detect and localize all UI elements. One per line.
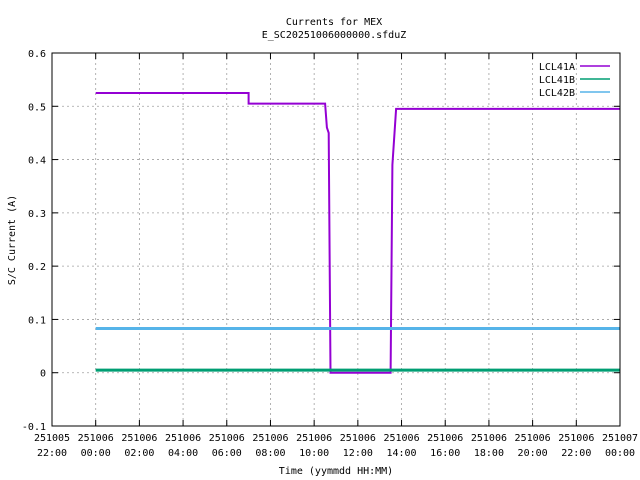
chart-subtitle: E_SC20251006000000.sfduZ [262,30,407,41]
x-tick-time-label: 02:00 [124,448,154,459]
x-axis-label: Time (yymmdd HH:MM) [279,466,393,477]
x-tick-time-label: 22:00 [37,448,67,459]
y-tick-label: 0.4 [28,156,46,167]
x-tick-date-label: 251006 [296,433,332,444]
x-tick-time-label: 22:00 [561,448,591,459]
series-lines [95,92,620,374]
x-tick-date-label: 251006 [121,433,157,444]
x-tick-time-label: 10:00 [299,448,329,459]
x-tick-time-label: 12:00 [343,448,373,459]
y-tick-label: 0.1 [28,315,46,326]
legend-label: LCL41A [539,62,575,73]
x-tick-date-label: 251005 [34,433,70,444]
x-tick-date-label: 251006 [471,433,507,444]
x-tick-time-label: 16:00 [430,448,460,459]
x-tick-time-label: 00:00 [605,448,635,459]
series-line-lcl41a [95,92,620,374]
x-tick-time-label: 08:00 [255,448,285,459]
plot-frame [51,52,621,427]
x-tick-date-label: 251006 [78,433,114,444]
y-tick-label: 0.3 [28,209,46,220]
x-tick-date-label: 251006 [165,433,201,444]
legend: LCL41A LCL41B LCL42B [539,62,610,99]
y-tick-label: 0 [40,369,46,380]
y-tick-label: -0.1 [22,422,46,433]
x-tick-date-label: 251007 [602,433,638,444]
x-tick-time-label: 20:00 [518,448,548,459]
x-tick-date-label: 251006 [558,433,594,444]
chart-title: Currents for MEX [286,17,382,28]
x-tick-date-label: 251006 [383,433,419,444]
x-tick-date-label: 251006 [427,433,463,444]
legend-label: LCL41B [539,75,575,86]
x-tick-time-label: 06:00 [212,448,242,459]
y-tick-label: 0.6 [28,49,46,60]
axis-ticks: -0.1 0 0.1 0.2 0.3 0.4 0.5 0.6 251005 22:00 251006… [22,49,638,459]
x-tick-time-label: 04:00 [168,448,198,459]
x-tick-date-label: 251006 [515,433,551,444]
x-tick-date-label: 251006 [340,433,376,444]
x-tick-time-label: 18:00 [474,448,504,459]
x-tick-time-label: 14:00 [386,448,416,459]
legend-label: LCL42B [539,88,575,99]
y-tick-label: 0.2 [28,262,46,273]
y-axis-label: S/C Current (A) [7,195,18,285]
x-tick-time-label: 00:00 [81,448,111,459]
x-tick-date-label: 251006 [209,433,245,444]
x-tick-date-label: 251006 [252,433,288,444]
y-tick-label: 0.5 [28,102,46,113]
grid-lines [52,53,620,426]
